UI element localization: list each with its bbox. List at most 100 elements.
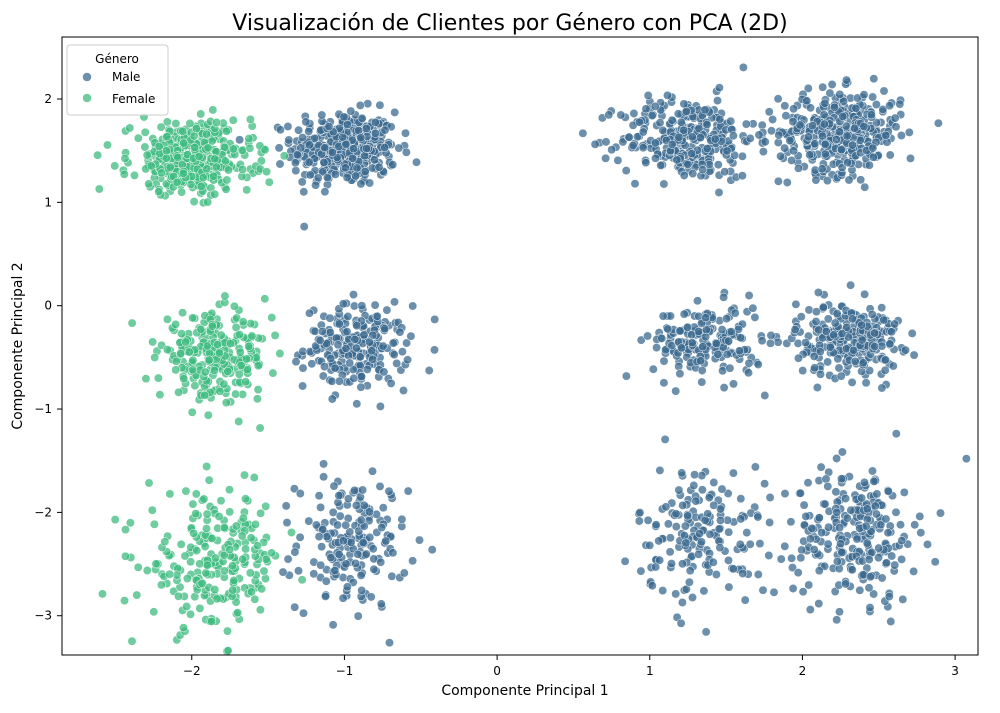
data-point-female [171, 365, 181, 375]
data-point-female [154, 142, 164, 151]
data-point-female [182, 602, 192, 611]
data-point-male [728, 468, 738, 478]
data-point-male [352, 163, 362, 173]
data-point-male [888, 361, 898, 371]
data-point-female [231, 521, 241, 531]
data-point-female [210, 154, 220, 164]
data-point-male [705, 529, 715, 539]
data-point-male [695, 529, 705, 539]
data-point-female [225, 339, 235, 348]
legend-title: Género [95, 52, 139, 66]
data-point-male [656, 160, 666, 170]
data-point-male [325, 313, 335, 323]
data-point-male [780, 143, 790, 153]
data-point-male [674, 485, 684, 495]
data-point-male [672, 155, 682, 165]
data-point-male [658, 311, 668, 321]
data-point-male [363, 99, 373, 109]
data-point-male [823, 539, 833, 549]
data-point-male [294, 566, 303, 576]
data-point-male [320, 187, 330, 197]
data-point-male [764, 551, 774, 560]
data-point-male [346, 537, 356, 547]
data-point-male [305, 308, 314, 318]
data-point-male [667, 115, 677, 125]
data-point-male [726, 116, 736, 126]
data-point-male [368, 354, 378, 364]
data-point-male [832, 557, 842, 566]
data-point-male [857, 493, 867, 503]
data-point-female [120, 153, 130, 163]
data-point-male [353, 549, 363, 559]
data-point-male [737, 171, 747, 181]
data-point-female [220, 156, 230, 166]
data-point-male [665, 547, 675, 557]
data-point-male [630, 179, 640, 189]
data-point-male [402, 338, 412, 348]
data-point-male [822, 176, 832, 186]
data-point-male [367, 346, 377, 356]
data-point-male [694, 549, 704, 559]
data-point-male [392, 358, 402, 368]
data-point-male [339, 112, 349, 122]
data-point-male [292, 150, 302, 160]
data-point-male [307, 359, 317, 369]
data-point-male [301, 117, 311, 127]
data-point-male [671, 386, 681, 396]
data-point-male [745, 539, 755, 549]
data-point-male [818, 82, 828, 92]
data-point-male [329, 481, 339, 491]
data-point-male [839, 96, 849, 106]
data-point-male [389, 350, 399, 360]
data-point-male [679, 125, 689, 135]
data-point-male [810, 363, 820, 373]
data-point-male [871, 100, 881, 109]
data-point-male [657, 333, 667, 343]
data-point-male [648, 364, 658, 374]
data-point-male [716, 504, 725, 514]
legend-label-male: Male [112, 70, 140, 84]
data-point-female [119, 169, 129, 179]
data-point-male [289, 484, 299, 494]
data-point-male [621, 166, 631, 176]
data-point-male [782, 178, 792, 187]
data-point-female [189, 197, 199, 207]
data-point-male [687, 338, 697, 348]
data-point-male [663, 90, 672, 100]
data-point-male [804, 305, 814, 315]
data-point-female [171, 319, 181, 329]
data-point-female [213, 340, 223, 350]
data-point-male [318, 167, 328, 177]
data-point-male [880, 365, 890, 375]
data-point-male [681, 538, 691, 548]
data-point-male [832, 615, 842, 625]
data-point-male [283, 554, 293, 564]
data-point-female [237, 531, 247, 541]
data-point-male [365, 178, 375, 188]
data-point-male [362, 364, 372, 374]
data-point-male [621, 371, 631, 381]
data-point-female [189, 131, 199, 141]
data-point-male [867, 309, 877, 319]
data-point-female [148, 337, 158, 347]
data-point-male [352, 399, 362, 409]
data-point-female [121, 525, 130, 535]
data-point-male [406, 331, 416, 341]
data-point-male [628, 141, 638, 150]
data-point-male [385, 638, 394, 648]
data-point-male [760, 391, 770, 400]
data-point-male [835, 523, 845, 533]
data-point-male [316, 560, 326, 570]
data-point-male [661, 502, 671, 512]
data-point-male [871, 509, 881, 519]
data-point-male [688, 169, 698, 179]
data-point-female [207, 321, 217, 331]
data-point-male [694, 124, 704, 134]
data-point-male [795, 120, 805, 130]
y-tick-label: −3 [34, 609, 52, 623]
data-point-male [868, 152, 878, 162]
data-point-male [357, 113, 367, 123]
data-point-male [829, 330, 839, 340]
data-point-female [223, 626, 232, 636]
data-point-male [299, 222, 309, 232]
